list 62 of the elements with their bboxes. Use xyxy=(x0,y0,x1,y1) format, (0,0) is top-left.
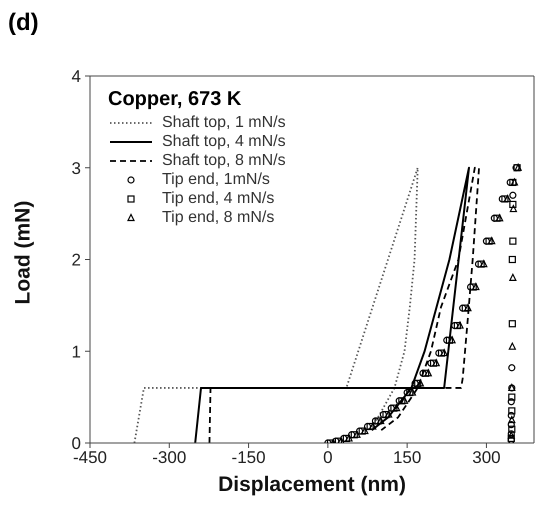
x-tick-label: 0 xyxy=(323,448,333,468)
y-axis-title: Load (mN) xyxy=(11,200,34,304)
point xyxy=(390,404,398,412)
x-tick-label: -150 xyxy=(232,448,266,468)
point xyxy=(508,416,516,424)
point xyxy=(508,320,516,328)
point xyxy=(350,431,358,438)
legend-label: Tip end, 8 mN/s xyxy=(162,208,274,226)
point xyxy=(374,417,382,425)
point xyxy=(496,214,504,222)
x-tick-label: 150 xyxy=(392,448,422,468)
point xyxy=(508,407,516,414)
point xyxy=(382,410,390,418)
point xyxy=(509,238,516,245)
x-tick-label: -300 xyxy=(152,448,186,468)
legend-label: Shaft top, 1 mN/s xyxy=(162,114,286,132)
point xyxy=(508,398,515,406)
point xyxy=(419,370,427,377)
y-tick-label: 4 xyxy=(72,67,81,86)
x-tick-label: 300 xyxy=(472,448,501,468)
point xyxy=(366,422,374,430)
point xyxy=(508,421,515,428)
legend-label: Shaft top, 8 mN/s xyxy=(162,152,286,170)
point xyxy=(493,214,501,222)
point xyxy=(508,394,516,401)
point xyxy=(427,360,435,367)
point xyxy=(478,260,485,268)
legend-label: Shaft top, 4 mN/s xyxy=(162,132,286,150)
legend-title: Copper, 673 K xyxy=(108,88,242,111)
point xyxy=(508,342,516,350)
point xyxy=(509,200,516,208)
y-tick-label: 1 xyxy=(72,342,81,362)
point xyxy=(508,256,516,264)
point xyxy=(438,349,446,357)
x-axis-title: Displacement (nm) xyxy=(218,473,406,496)
point xyxy=(485,238,493,245)
point xyxy=(470,283,477,291)
point xyxy=(508,412,515,420)
legend-label: Tip end, 1mN/s xyxy=(162,170,270,188)
point xyxy=(509,274,516,281)
point xyxy=(474,260,482,268)
point xyxy=(482,238,490,245)
point xyxy=(358,427,366,435)
point xyxy=(508,364,516,372)
y-tick-label: 3 xyxy=(72,158,81,178)
point xyxy=(446,336,454,344)
y-tick-label: 2 xyxy=(72,250,81,270)
point xyxy=(398,397,406,404)
point xyxy=(454,322,461,330)
point xyxy=(508,426,516,433)
point xyxy=(501,195,509,203)
chart-title: (d) xyxy=(8,8,40,38)
point xyxy=(510,204,517,212)
point xyxy=(490,214,498,222)
point xyxy=(430,360,438,367)
legend-label: Tip end, 4 mN/s xyxy=(162,190,274,208)
point xyxy=(459,304,466,312)
point xyxy=(509,192,516,199)
point xyxy=(509,178,516,186)
point xyxy=(342,434,350,442)
point xyxy=(508,434,515,442)
point xyxy=(456,321,464,329)
